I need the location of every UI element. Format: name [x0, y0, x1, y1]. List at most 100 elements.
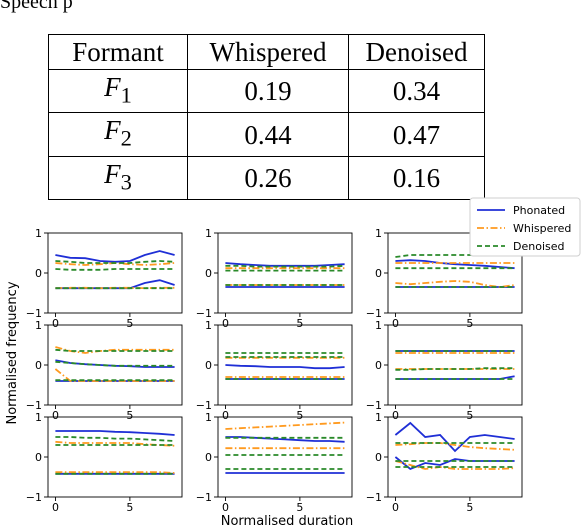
x-tick-label: 0: [52, 317, 59, 330]
x-tick-label: 0: [52, 409, 59, 422]
y-tick-label: 1: [35, 411, 42, 424]
denoised-cell: 0.47: [348, 112, 485, 157]
whispered-cell: 0.26: [187, 155, 349, 201]
series-line-phonated: [395, 259, 515, 270]
formant-subscript: 2: [120, 125, 132, 151]
x-tick-label: 0: [392, 317, 399, 330]
axes-frame: [47, 232, 183, 314]
y-tick-label: −1: [26, 307, 42, 320]
x-tick-label: 0: [222, 501, 229, 514]
y-tick-label: −1: [196, 491, 212, 504]
y-tick-label: −1: [196, 399, 212, 412]
y-tick-label: 0: [205, 359, 212, 372]
table-header-row: Formant Whispered Denoised: [48, 34, 485, 70]
y-tick-label: 0: [205, 267, 212, 280]
denoised-cell: 0.16: [348, 155, 485, 201]
axes-frame: [387, 416, 523, 498]
x-tick-label: 5: [296, 501, 303, 514]
y-tick-label: −1: [196, 307, 212, 320]
series-line-whispered: [55, 471, 175, 474]
header-whispered: Whispered: [187, 34, 349, 70]
axes-frame: [217, 232, 353, 314]
series-line-denoised: [55, 348, 175, 352]
y-tick-label: 0: [375, 267, 382, 280]
x-tick-label: 0: [222, 317, 229, 330]
series-line-phonated: [394, 421, 515, 453]
y-tick-label: 0: [35, 267, 42, 280]
x-tick-label: 5: [466, 409, 473, 422]
axes-frame: [387, 324, 523, 406]
x-tick-label: 5: [466, 501, 473, 514]
y-tick-label: 1: [35, 227, 42, 240]
series-line-whispered: [55, 346, 175, 354]
x-tick-label: 5: [126, 409, 133, 422]
header-denoised: Denoised: [348, 34, 485, 70]
y-axis-label: Normalised frequency: [5, 281, 20, 424]
table-row: F3 0.26 0.16: [48, 155, 485, 201]
y-tick-label: −1: [366, 399, 382, 412]
series-line-whispered: [395, 442, 515, 451]
formant-subscript: 3: [120, 169, 132, 195]
y-tick-label: 1: [205, 319, 212, 332]
header-formant: Formant: [48, 34, 188, 70]
legend-label-phonated: Phonated: [513, 204, 565, 217]
series-line-whispered: [54, 368, 175, 382]
series-line-whispered: [225, 421, 345, 430]
y-tick-label: 1: [375, 411, 382, 424]
series-line-denoised: [55, 360, 175, 367]
intro-text: Speech p: [0, 0, 73, 13]
series-line-phonated: [55, 250, 175, 263]
series-line-denoised: [55, 260, 175, 264]
x-axis-label: Normalised duration: [221, 514, 354, 528]
series-line-phonated: [225, 364, 345, 370]
x-tick-label: 0: [222, 409, 229, 422]
y-tick-label: −1: [26, 399, 42, 412]
formant-cell: F3: [48, 155, 188, 201]
formant-table: Formant Whispered Denoised F1 0.19 0.34 …: [48, 34, 485, 201]
denoised-cell: 0.34: [348, 68, 485, 114]
y-tick-label: 0: [375, 451, 382, 464]
legend-box: [469, 197, 581, 257]
y-tick-label: 1: [375, 319, 382, 332]
y-tick-label: 1: [375, 227, 382, 240]
x-tick-label: 0: [392, 409, 399, 422]
x-tick-label: 0: [392, 501, 399, 514]
formant-symbol: F: [104, 115, 121, 146]
y-tick-label: 0: [205, 451, 212, 464]
series-line-denoised: [55, 268, 175, 271]
y-tick-label: 0: [35, 451, 42, 464]
y-tick-label: 0: [35, 359, 42, 372]
formant-cell: F1: [48, 68, 188, 114]
formant-subscript: 1: [120, 82, 132, 108]
whispered-cell: 0.44: [187, 112, 349, 157]
x-tick-label: 5: [466, 317, 473, 330]
x-tick-label: 5: [126, 501, 133, 514]
legend: Phonated Whispered Denoised: [469, 197, 581, 257]
y-tick-label: 1: [205, 227, 212, 240]
y-tick-label: 1: [35, 319, 42, 332]
y-tick-label: −1: [26, 491, 42, 504]
axes-frame: [217, 416, 353, 498]
series-line-whispered: [395, 460, 515, 470]
y-tick-label: 0: [375, 359, 382, 372]
formant-symbol: F: [104, 72, 121, 102]
x-tick-label: 5: [126, 317, 133, 330]
series-line-denoised: [55, 436, 175, 442]
formant-symbol: F: [104, 158, 121, 189]
x-tick-label: 0: [52, 501, 59, 514]
y-tick-label: 1: [205, 411, 212, 424]
legend-label-whispered: Whispered: [513, 222, 571, 235]
y-tick-label: −1: [366, 491, 382, 504]
x-tick-label: 5: [296, 317, 303, 330]
table-row: F1 0.19 0.34: [48, 68, 485, 114]
x-tick-label: 5: [296, 409, 303, 422]
axes-frame: [47, 416, 183, 498]
